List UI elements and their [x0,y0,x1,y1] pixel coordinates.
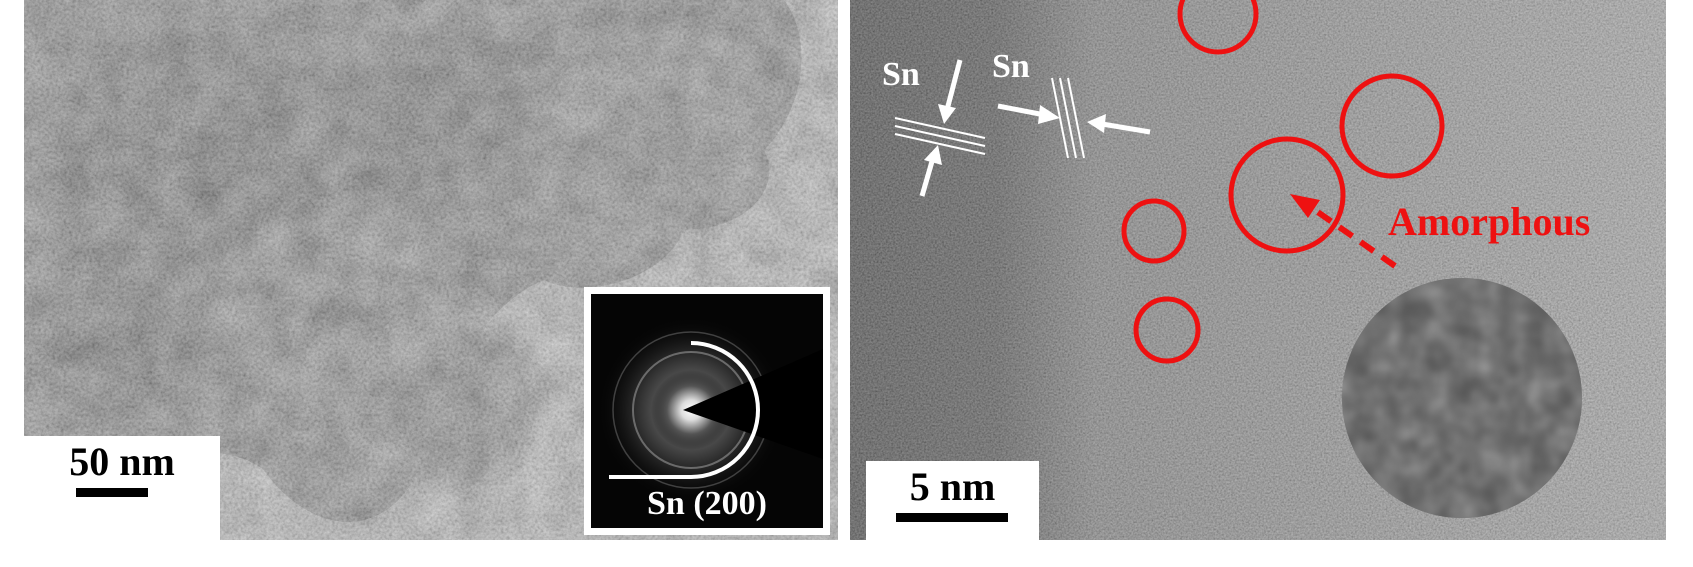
scale-bar-line [896,513,1008,522]
scale-bar-line [76,488,148,497]
scale-bar-label: 5 nm [909,464,996,509]
tem-image-high-res: Sn Sn Amorphous 5 nm [850,0,1666,540]
scale-bar: 50 nm [24,436,220,540]
amorphous-label: Amorphous [1388,199,1591,244]
lattice-label-1: Sn [882,56,920,93]
diffraction-plane-label: Sn (200) [647,485,767,522]
tem-image-low-mag: 50 nm [24,0,838,540]
lattice-label-2: Sn [992,48,1030,85]
scale-bar-label: 50 nm [69,439,175,484]
tem-texture-right [850,0,1666,540]
amorphous-markers [1121,0,1445,364]
saed-inset: Sn (200) [584,287,830,535]
scale-bar: 5 nm [866,461,1039,540]
lattice-arrows [919,59,1151,197]
annotation-arrow [1290,194,1397,269]
amorphous-zoom-inset [1342,278,1582,518]
diffraction-pattern: Sn (200) [591,294,823,528]
diffraction-graphic [591,294,823,528]
